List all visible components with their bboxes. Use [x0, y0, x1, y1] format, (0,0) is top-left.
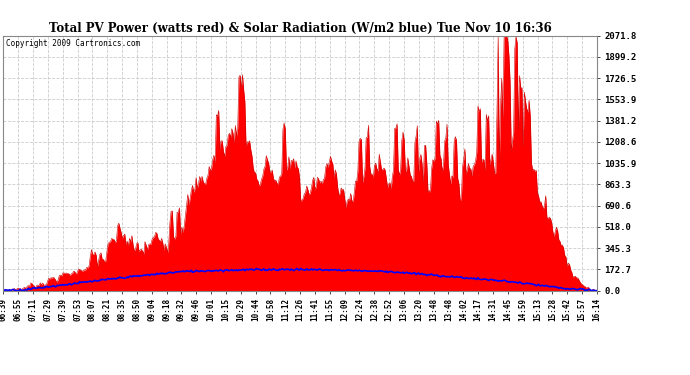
Text: Copyright 2009 Cartronics.com: Copyright 2009 Cartronics.com [6, 39, 141, 48]
Title: Total PV Power (watts red) & Solar Radiation (W/m2 blue) Tue Nov 10 16:36: Total PV Power (watts red) & Solar Radia… [49, 21, 551, 34]
